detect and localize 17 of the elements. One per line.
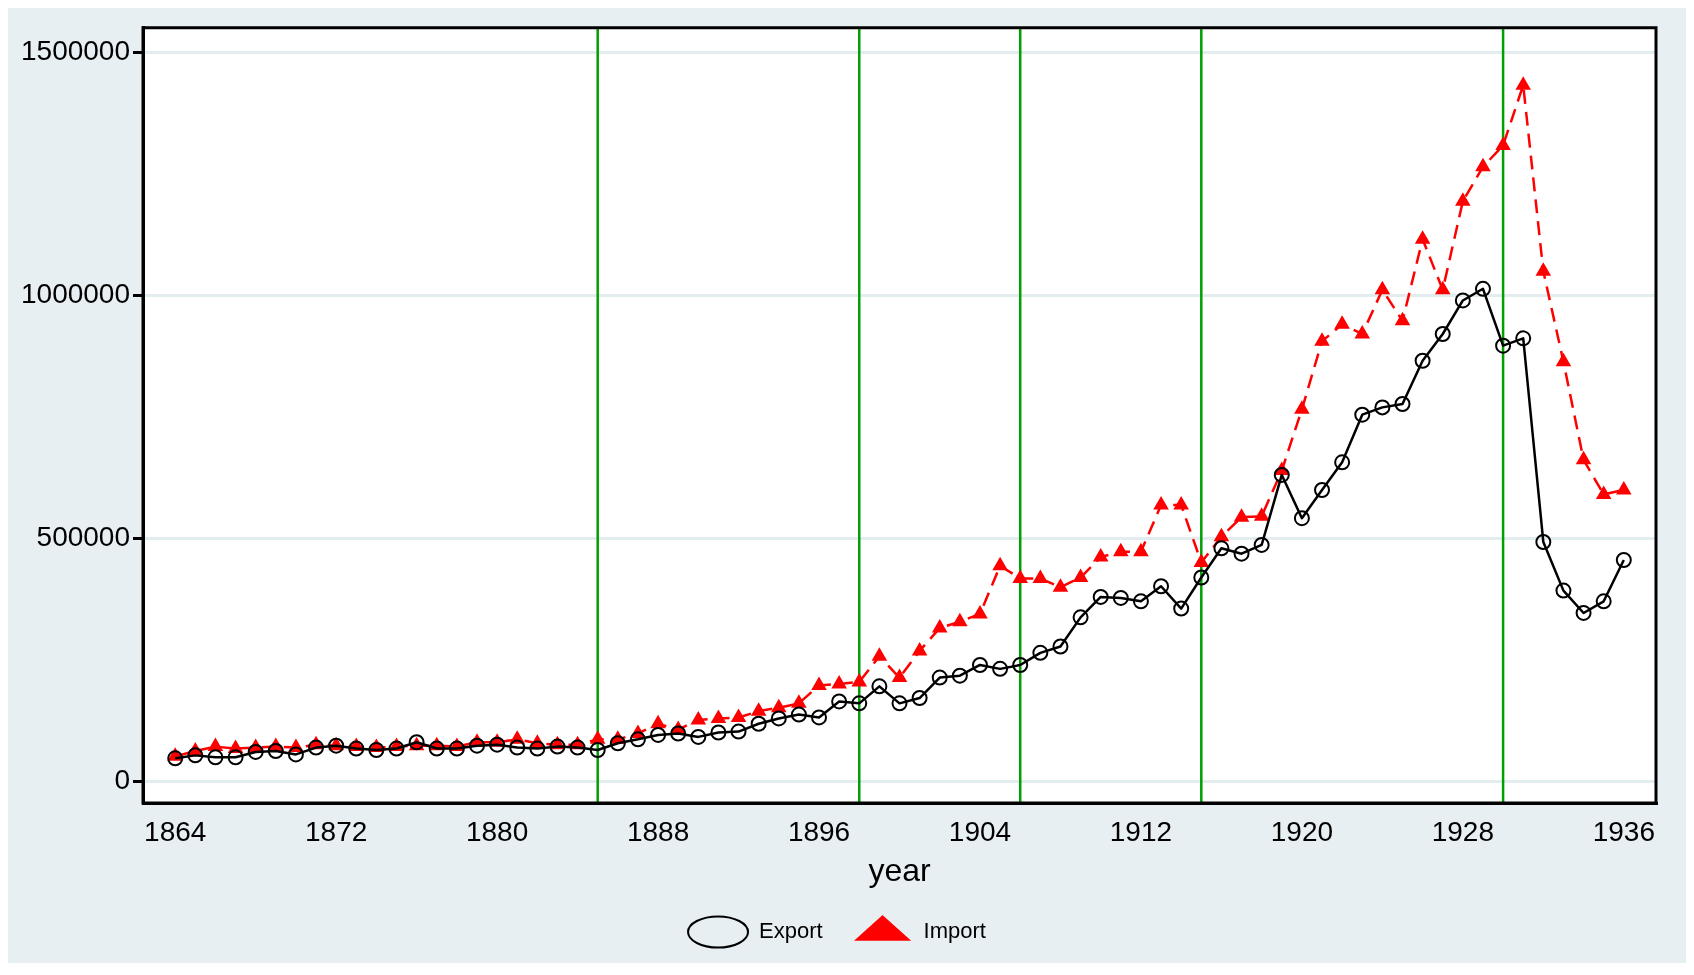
- y-tick-label: 0: [114, 763, 131, 795]
- x-tick-label: 1904: [948, 815, 1012, 847]
- legend-label: Export: [759, 918, 823, 944]
- y-tick-label: 1000000: [20, 277, 131, 309]
- x-axis-title: year: [868, 851, 931, 888]
- x-tick-label: 1864: [144, 815, 207, 847]
- legend-label: Import: [923, 918, 986, 944]
- y-tick-label: 1500000: [20, 34, 131, 66]
- x-tick-label: 1896: [787, 815, 851, 847]
- x-tick-label: 1936: [1592, 815, 1655, 847]
- x-tick-label: 1912: [1109, 815, 1173, 847]
- x-tick-label: 1872: [305, 815, 368, 847]
- x-tick-label: 1880: [465, 815, 529, 847]
- y-tick-label: 500000: [36, 520, 131, 552]
- x-tick-label: 1888: [626, 815, 690, 847]
- x-tick-label: 1920: [1270, 815, 1334, 847]
- x-tick-label: 1928: [1431, 815, 1494, 847]
